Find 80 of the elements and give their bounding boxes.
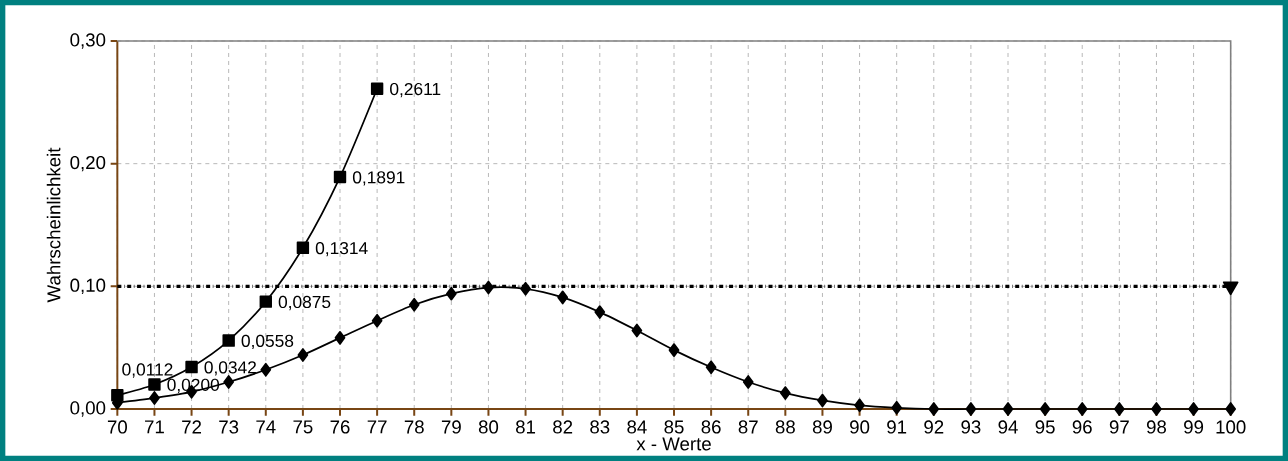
point bbox=[259, 295, 272, 308]
point bbox=[631, 323, 643, 338]
point bbox=[779, 386, 791, 400]
x-tick-label: 100 bbox=[1216, 420, 1246, 434]
x-tick-label: 71 bbox=[145, 420, 164, 434]
point bbox=[965, 402, 977, 416]
x-tick-label: 79 bbox=[441, 420, 461, 434]
y-tick-label: 0,20 bbox=[70, 155, 106, 172]
point bbox=[371, 313, 383, 328]
x-tick-label: 78 bbox=[404, 420, 424, 434]
point bbox=[594, 305, 606, 319]
x-tick-label: 96 bbox=[1072, 420, 1092, 434]
y-tick-label: 0,10 bbox=[70, 278, 106, 295]
data-label: 0,0342 bbox=[204, 361, 256, 376]
x-tick-label: 87 bbox=[738, 420, 758, 434]
x-tick-label: 75 bbox=[293, 420, 313, 434]
x-tick-label: 70 bbox=[107, 420, 127, 434]
x-tick-label: 99 bbox=[1184, 420, 1204, 434]
point bbox=[1225, 402, 1237, 416]
point bbox=[222, 334, 235, 347]
x-tick-label: 80 bbox=[478, 420, 499, 434]
x-tick-label: 91 bbox=[887, 420, 907, 434]
point bbox=[1039, 402, 1051, 416]
point bbox=[334, 330, 346, 345]
point bbox=[928, 402, 940, 416]
point bbox=[1188, 402, 1199, 416]
point bbox=[483, 280, 494, 295]
point bbox=[1151, 402, 1162, 416]
x-tick-label: 94 bbox=[998, 420, 1018, 434]
point bbox=[185, 360, 198, 374]
point bbox=[668, 343, 680, 357]
x-tick-label: 95 bbox=[1035, 420, 1055, 434]
point bbox=[223, 375, 235, 389]
point bbox=[557, 290, 569, 305]
point bbox=[445, 286, 457, 301]
x-tick-label: 77 bbox=[367, 420, 387, 434]
point bbox=[370, 82, 384, 95]
x-tick-label: 86 bbox=[701, 420, 721, 434]
point bbox=[260, 362, 272, 377]
x-tick-label: 88 bbox=[775, 420, 795, 434]
y-tick-label: 0,00 bbox=[70, 401, 106, 417]
point bbox=[1002, 402, 1014, 416]
x-tick-label: 85 bbox=[664, 420, 684, 434]
point bbox=[705, 360, 717, 375]
point bbox=[891, 400, 903, 415]
x-tick-label: 74 bbox=[256, 420, 276, 434]
point bbox=[148, 378, 161, 391]
data-label: 0,2611 bbox=[390, 82, 441, 98]
point bbox=[1113, 402, 1125, 416]
x-tick-label: 89 bbox=[812, 420, 832, 434]
x-tick-label: 83 bbox=[590, 420, 610, 434]
data-label: 0,0558 bbox=[241, 334, 294, 350]
point bbox=[297, 348, 309, 362]
x-tick-label: 76 bbox=[330, 420, 350, 434]
point bbox=[333, 170, 347, 184]
point bbox=[1076, 402, 1088, 416]
point bbox=[854, 398, 865, 413]
x-tick-label: 93 bbox=[961, 420, 981, 434]
x-tick-label: 97 bbox=[1109, 420, 1129, 434]
x-tick-label: 73 bbox=[219, 420, 239, 434]
point bbox=[296, 241, 310, 255]
y-axis-title: Wahrscheinlichkeit bbox=[46, 147, 61, 303]
x-tick-label: 81 bbox=[516, 420, 536, 434]
x-axis-title: x - Werte bbox=[636, 437, 711, 451]
data-label: 0,0112 bbox=[122, 363, 173, 378]
x-tick-label: 98 bbox=[1146, 420, 1167, 434]
data-label: 0,0875 bbox=[278, 295, 331, 311]
x-tick-label: 84 bbox=[627, 420, 647, 434]
x-tick-label: 90 bbox=[850, 420, 870, 434]
data-label: 0,1891 bbox=[352, 171, 405, 186]
x-tick-label: 92 bbox=[924, 420, 944, 434]
point bbox=[817, 393, 828, 408]
x-tick-label: 82 bbox=[553, 420, 573, 434]
point bbox=[408, 297, 420, 312]
y-tick-label: 0,30 bbox=[70, 33, 106, 49]
x-tick-label: 72 bbox=[182, 420, 202, 434]
data-label: 0,1314 bbox=[315, 241, 368, 257]
point bbox=[520, 281, 531, 296]
point bbox=[149, 391, 160, 405]
point bbox=[742, 375, 754, 389]
